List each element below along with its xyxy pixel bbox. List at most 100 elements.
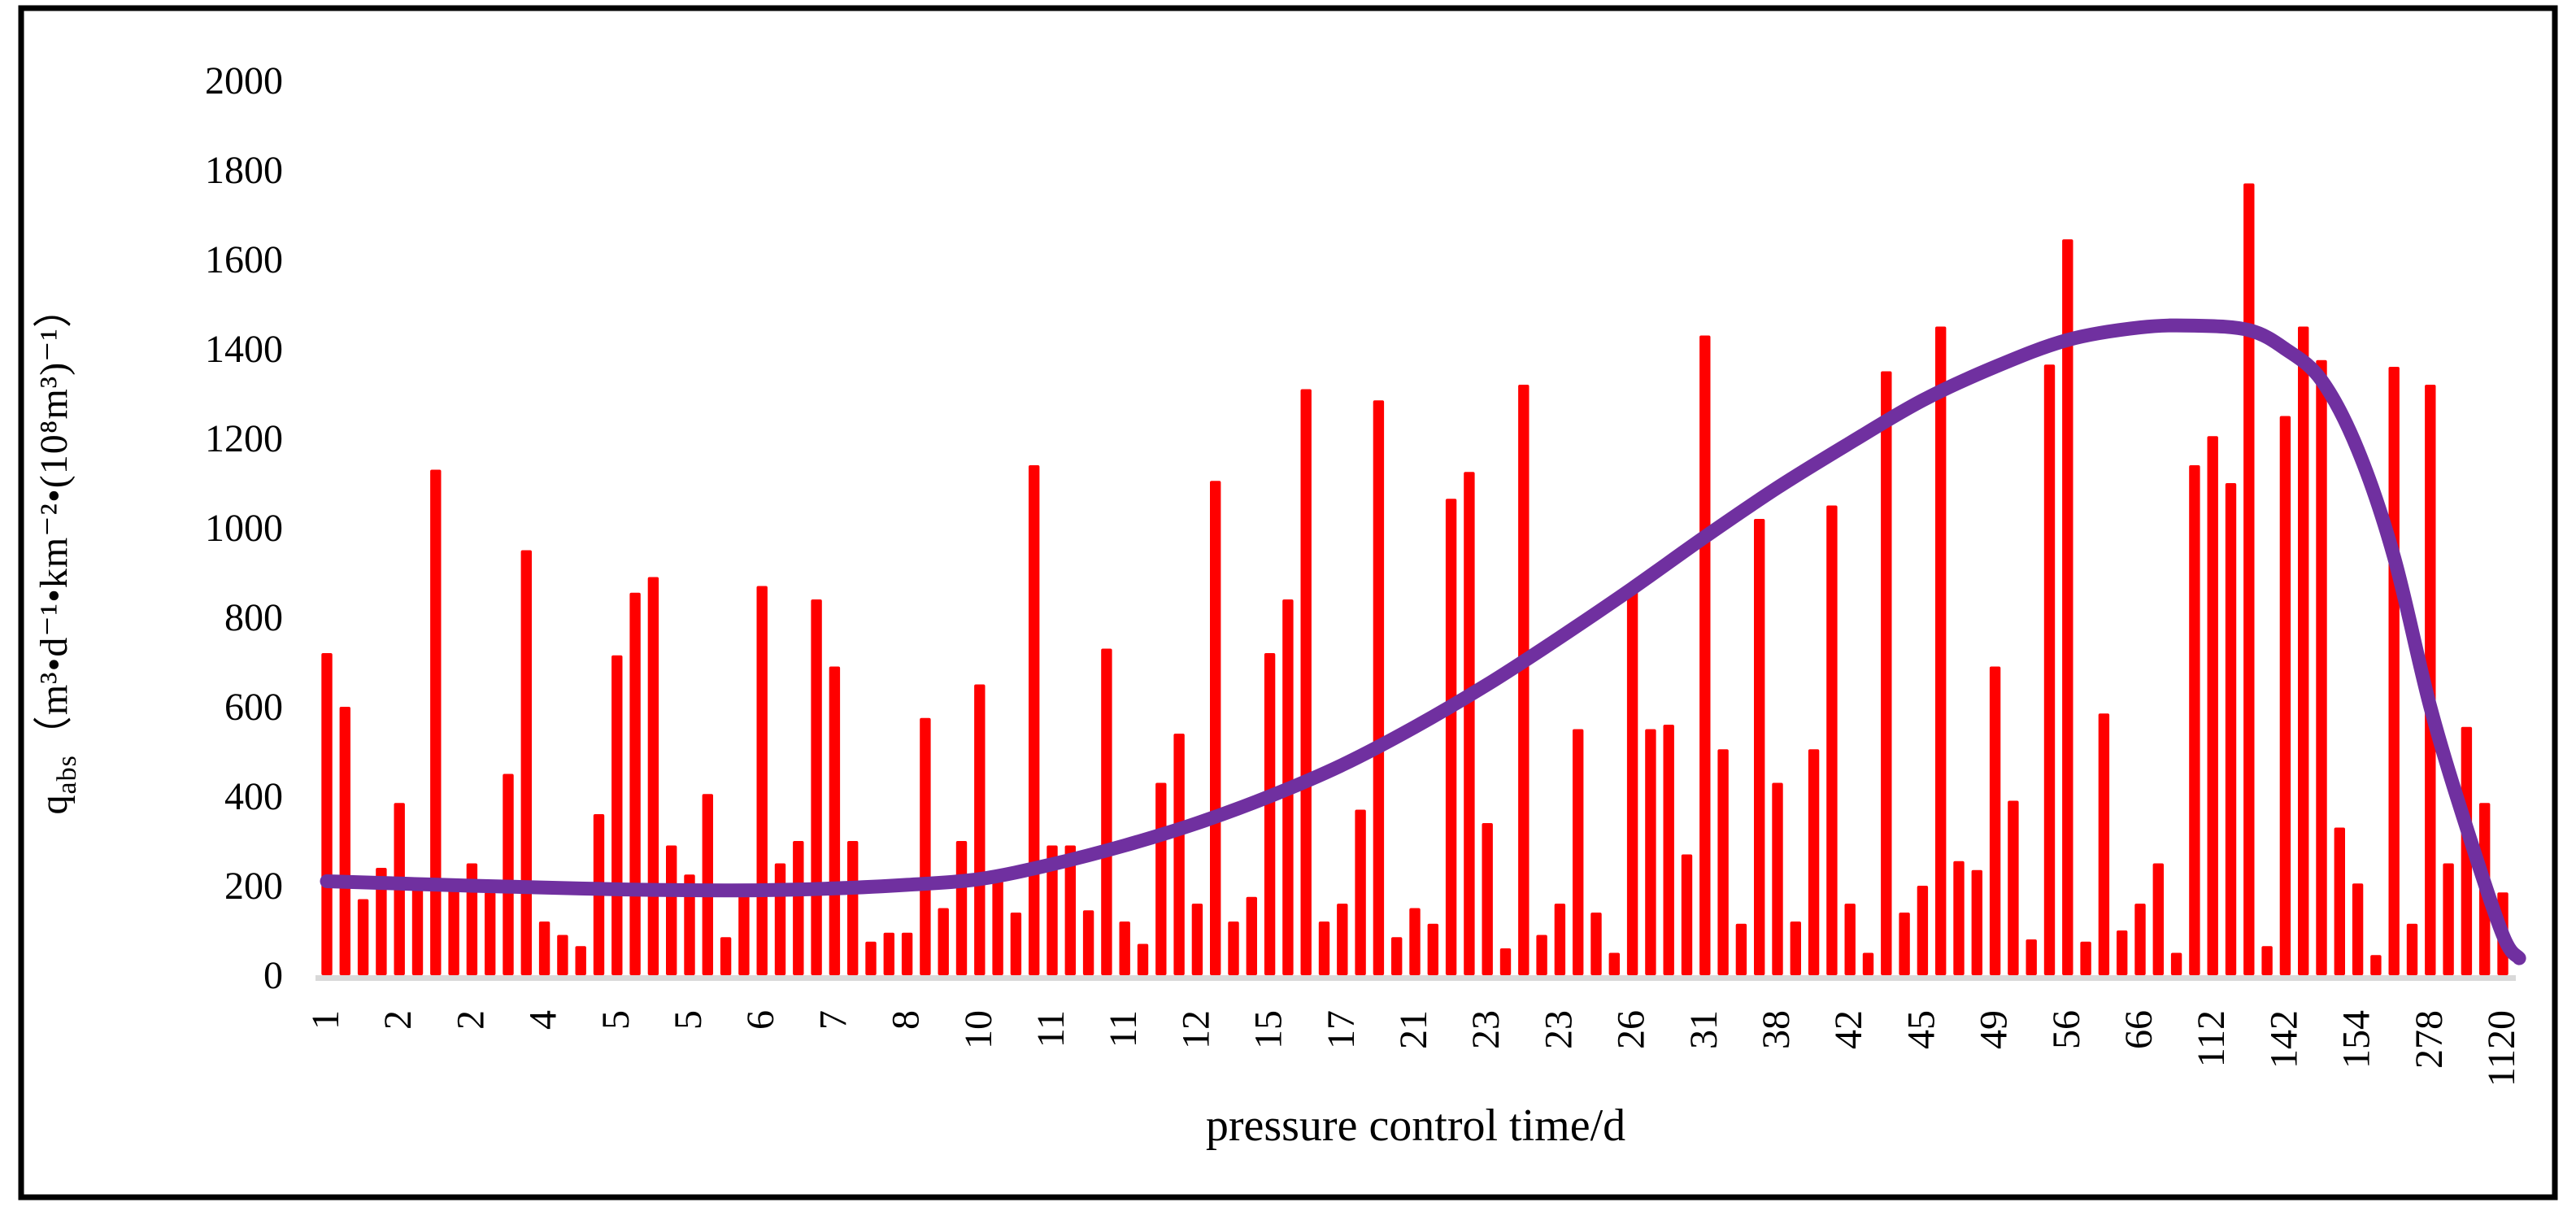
bar xyxy=(1010,913,1022,975)
bar xyxy=(376,868,387,975)
bar xyxy=(829,666,841,975)
bar xyxy=(629,592,641,975)
bar xyxy=(2207,436,2218,975)
x-tick-label: 31 xyxy=(1682,1010,1725,1049)
bar xyxy=(2152,863,2164,975)
bar xyxy=(992,877,1003,975)
bar xyxy=(1971,869,1982,975)
bar xyxy=(1518,385,1530,975)
bar xyxy=(901,932,913,975)
bar xyxy=(1881,371,1892,975)
x-tick-label: 10 xyxy=(957,1010,1000,1049)
bar xyxy=(321,653,333,975)
bar xyxy=(1300,389,1312,975)
bar xyxy=(1645,729,1656,975)
x-tick-label: 23 xyxy=(1537,1010,1580,1049)
bar xyxy=(339,707,350,975)
x-axis-title: pressure control time/d xyxy=(1205,1100,1626,1151)
bar xyxy=(1173,734,1185,975)
y-tick-label: 1000 xyxy=(205,507,283,550)
bar xyxy=(1318,922,1330,975)
x-tick-label: 21 xyxy=(1392,1010,1435,1049)
bar xyxy=(666,845,677,975)
x-tick-label: 26 xyxy=(1610,1010,1653,1049)
bar xyxy=(2243,183,2255,975)
bar xyxy=(538,922,550,975)
x-tick-label: 1120 xyxy=(2480,1010,2523,1087)
bar xyxy=(1663,725,1674,975)
bar xyxy=(1953,861,1965,975)
bar xyxy=(2316,359,2327,975)
bar xyxy=(793,841,804,975)
bar xyxy=(811,599,822,975)
y-tick-label: 1600 xyxy=(205,238,283,281)
x-tick-label: 15 xyxy=(1247,1010,1290,1049)
bar xyxy=(448,887,459,975)
x-tick-label: 5 xyxy=(594,1010,637,1030)
bar xyxy=(1844,904,1856,975)
x-tick-label: 45 xyxy=(1899,1010,1943,1049)
bar xyxy=(2388,367,2400,975)
bar xyxy=(1409,908,1421,975)
bar xyxy=(575,946,586,975)
bar xyxy=(847,841,859,975)
bar xyxy=(1717,749,1729,975)
x-tick-label: 278 xyxy=(2408,1010,2451,1069)
bar xyxy=(2043,364,2056,975)
bar xyxy=(1826,505,1838,975)
bar xyxy=(720,937,732,975)
x-tick-label: 42 xyxy=(1827,1010,1870,1049)
bar xyxy=(1391,937,1403,975)
bar xyxy=(2080,941,2091,975)
bar xyxy=(1210,481,1221,975)
bar xyxy=(974,684,986,975)
x-tick-label: 17 xyxy=(1320,1010,1363,1049)
x-tick-label: 12 xyxy=(1174,1010,1217,1049)
bar xyxy=(1464,472,1475,975)
bar xyxy=(1264,653,1276,975)
x-tick-label: 154 xyxy=(2335,1010,2378,1069)
y-axis-quantity-sub: abs xyxy=(51,755,82,795)
y-axis-title: qabs（m³•d⁻¹•km⁻²•(10⁸m³)⁻¹） xyxy=(21,39,83,1064)
bar xyxy=(938,908,949,975)
bar xyxy=(411,881,424,975)
bar xyxy=(1681,854,1693,975)
x-tick-label: 2 xyxy=(376,1010,420,1030)
bar xyxy=(2261,946,2273,975)
bar xyxy=(611,655,623,975)
x-tick-label: 8 xyxy=(885,1010,928,1030)
bar xyxy=(1772,782,1783,975)
x-tick-label: 142 xyxy=(2262,1010,2305,1069)
x-tick-label: 49 xyxy=(1973,1010,2016,1049)
bar xyxy=(357,899,369,975)
bar xyxy=(1608,952,1620,975)
bar xyxy=(2443,863,2454,975)
bar xyxy=(503,773,514,975)
bar xyxy=(520,550,532,975)
x-tick-label: 66 xyxy=(2117,1010,2160,1049)
bar xyxy=(2298,326,2309,975)
bar xyxy=(774,863,786,975)
x-tick-label: 5 xyxy=(667,1010,710,1030)
bar xyxy=(2134,904,2146,975)
bar xyxy=(738,886,750,975)
bar xyxy=(647,577,659,975)
bar xyxy=(1445,499,1457,975)
bar xyxy=(1754,519,1765,975)
bar xyxy=(430,469,442,975)
y-tick-label: 600 xyxy=(224,686,283,729)
bar xyxy=(883,932,894,975)
bar xyxy=(2062,239,2073,975)
y-tick-label: 400 xyxy=(224,775,283,818)
bar xyxy=(1935,326,1947,975)
bar xyxy=(2352,883,2364,975)
bar xyxy=(2461,726,2473,975)
bar xyxy=(865,941,877,975)
y-axis-units: （m³•d⁻¹•km⁻²•(10⁸m³)⁻¹） xyxy=(33,288,76,756)
y-tick-label: 800 xyxy=(224,596,283,639)
bar xyxy=(1499,948,1512,975)
bar xyxy=(1899,913,1910,975)
bar xyxy=(1355,809,1366,975)
x-tick-label: 11 xyxy=(1029,1010,1073,1048)
